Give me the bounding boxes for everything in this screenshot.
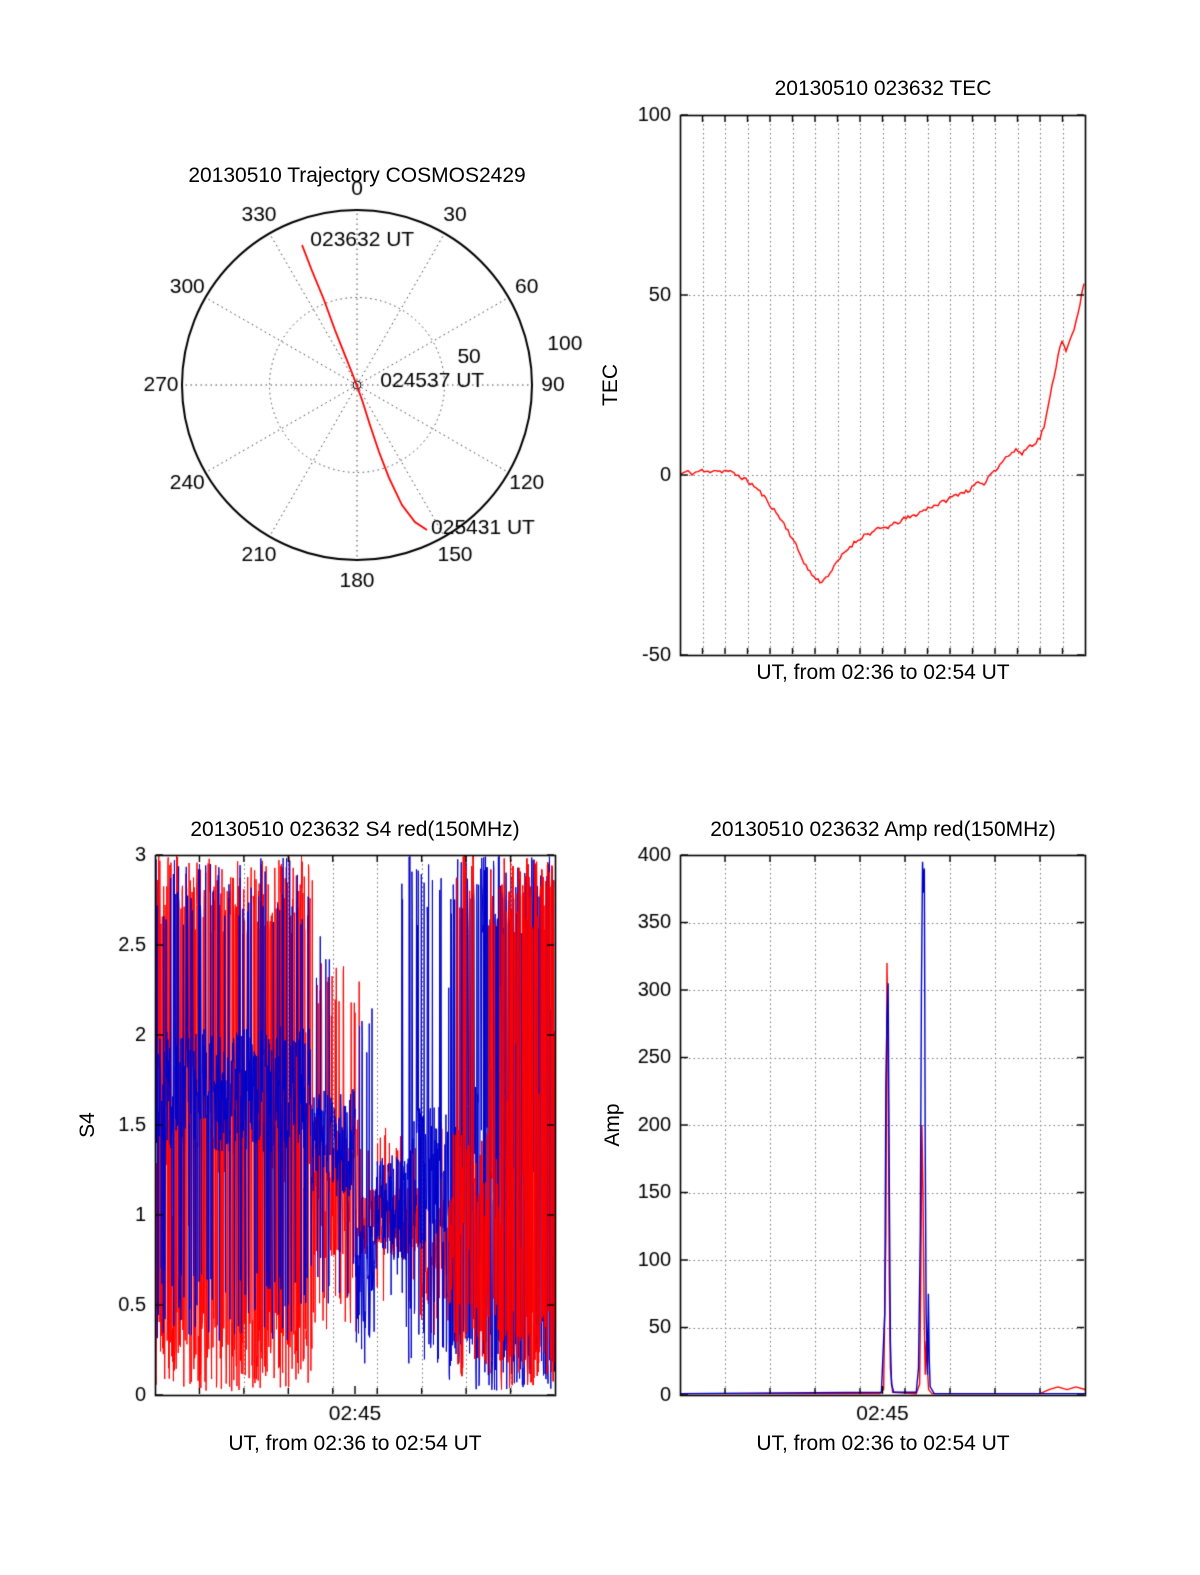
figure-canvas (0, 0, 1200, 1575)
